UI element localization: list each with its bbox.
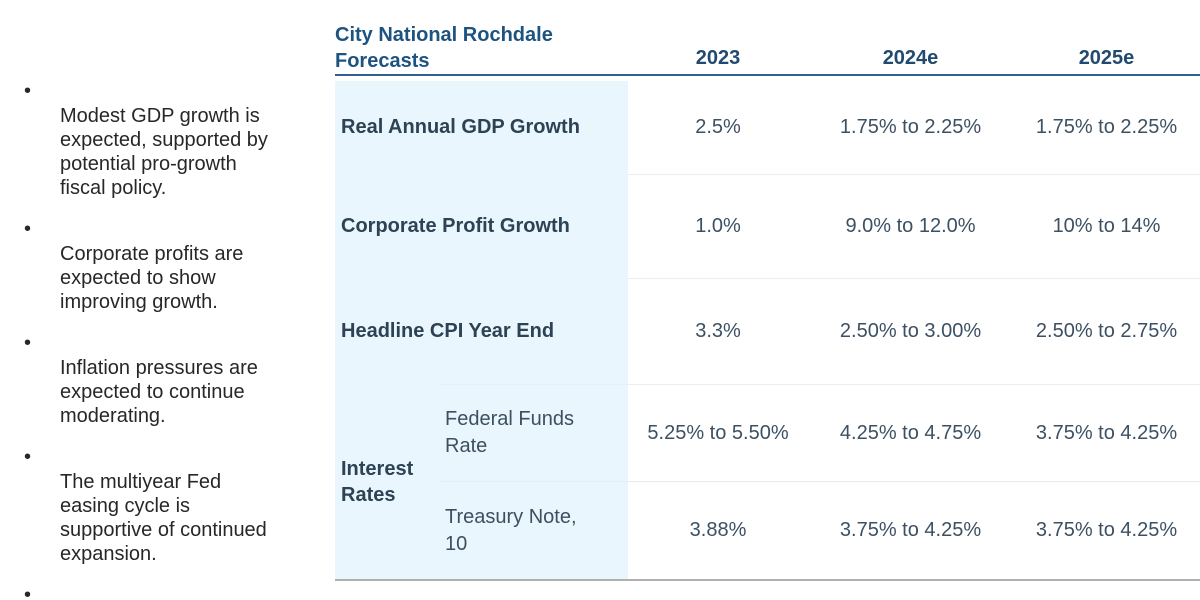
table-header-row: City National Rochdale Forecasts 2023 20…: [335, 18, 1200, 76]
value-2024e: 4.25% to 4.75%: [839, 421, 982, 444]
value-2024e: 9.0% to 12.0%: [845, 215, 976, 237]
sub-row-label: Treasury Note, 10: [440, 482, 628, 579]
value-2025e: 1.75% to 2.25%: [1035, 116, 1178, 138]
bullet-dot-icon: •: [24, 332, 32, 354]
value-2023: 1.0%: [695, 215, 741, 237]
group-label: Interest Rates: [335, 384, 440, 579]
commentary-bullet-list: • Modest GDP growth is expected, supporte…: [23, 80, 315, 600]
value-2023: 3.3%: [695, 320, 741, 342]
value-2024e: 2.50% to 3.00%: [839, 320, 982, 342]
table-row-headline-cpi: Headline CPI Year End 3.3% 2.50% to 3.00…: [335, 278, 1200, 384]
bullet-item: • Modest GDP growth is expected, supporte…: [23, 80, 315, 200]
bullet-item: •Structural pressures will likely keep l…: [23, 584, 315, 600]
value-2024e: 3.75% to 4.25%: [839, 519, 982, 541]
row-values: 2.5% 1.75% to 2.25% 1.75% to 2.25%: [628, 81, 1200, 174]
bullet-text: Corporate profits are expected to show i…: [60, 243, 244, 313]
row-values: 1.0% 9.0% to 12.0% 10% to 14%: [628, 174, 1200, 278]
bullet-text: Modest GDP growth is expected, supported…: [60, 105, 268, 199]
bullet-text: The multiyear Fed easing cycle is suppor…: [60, 471, 267, 565]
bullet-dot-icon: •: [24, 218, 32, 240]
bullet-item: • The multiyear Fed easing cycle is suppo…: [23, 446, 315, 566]
bullet-dot-icon: •: [24, 80, 32, 102]
row-label: Headline CPI Year End: [335, 278, 628, 384]
table-body: Real Annual GDP Growth 2.5% 1.75% to 2.2…: [335, 81, 1200, 581]
row-values: 3.3% 2.50% to 3.00% 2.50% to 2.75%: [628, 278, 1200, 384]
bullet-item: • Inflation pressures are expected to con…: [23, 332, 315, 428]
value-2025e: 3.75% to 4.25%: [1035, 421, 1178, 444]
bullet-dot-icon: •: [24, 584, 32, 600]
value-2025e: 3.75% to 4.25%: [1035, 519, 1178, 541]
table-row-corporate-profit: Corporate Profit Growth 1.0% 9.0% to 12.…: [335, 174, 1200, 278]
bullet-item: • Corporate profits are expected to show …: [23, 218, 315, 314]
value-2023: 2.5%: [695, 116, 741, 138]
column-header-2023: 2023: [695, 47, 741, 69]
group-rows: Federal Funds Rate 5.25% to 5.50% 4.25% …: [440, 384, 1200, 579]
row-label: Corporate Profit Growth: [335, 174, 628, 278]
row-label: Real Annual GDP Growth: [335, 81, 628, 174]
forecast-table: City National Rochdale Forecasts 2023 20…: [335, 18, 1200, 581]
column-header-2024e: 2024e: [882, 47, 939, 69]
value-2023: 5.25% to 5.50%: [647, 421, 789, 444]
table-title: City National Rochdale Forecasts: [335, 24, 553, 72]
value-2025e: 2.50% to 2.75%: [1035, 320, 1178, 342]
column-header-2025e: 2025e: [1078, 47, 1135, 69]
table-row-federal-funds-rate: Federal Funds Rate 5.25% to 5.50% 4.25% …: [440, 385, 1200, 481]
value-2025e: 10% to 14%: [1052, 215, 1161, 237]
table-group-interest-rates: Interest Rates Federal Funds Rate 5.25% …: [335, 384, 1200, 579]
value-2024e: 1.75% to 2.25%: [839, 116, 982, 138]
table-row-gdp-growth: Real Annual GDP Growth 2.5% 1.75% to 2.2…: [335, 81, 1200, 174]
bullet-dot-icon: •: [24, 446, 32, 468]
sub-row-label: Federal Funds Rate: [440, 385, 628, 481]
value-2023: 3.88%: [689, 519, 747, 541]
bullet-text: Inflation pressures are expected to cont…: [60, 357, 258, 427]
table-row-treasury-note-10: Treasury Note, 10 3.88% 3.75% to 4.25% 3…: [440, 481, 1200, 579]
